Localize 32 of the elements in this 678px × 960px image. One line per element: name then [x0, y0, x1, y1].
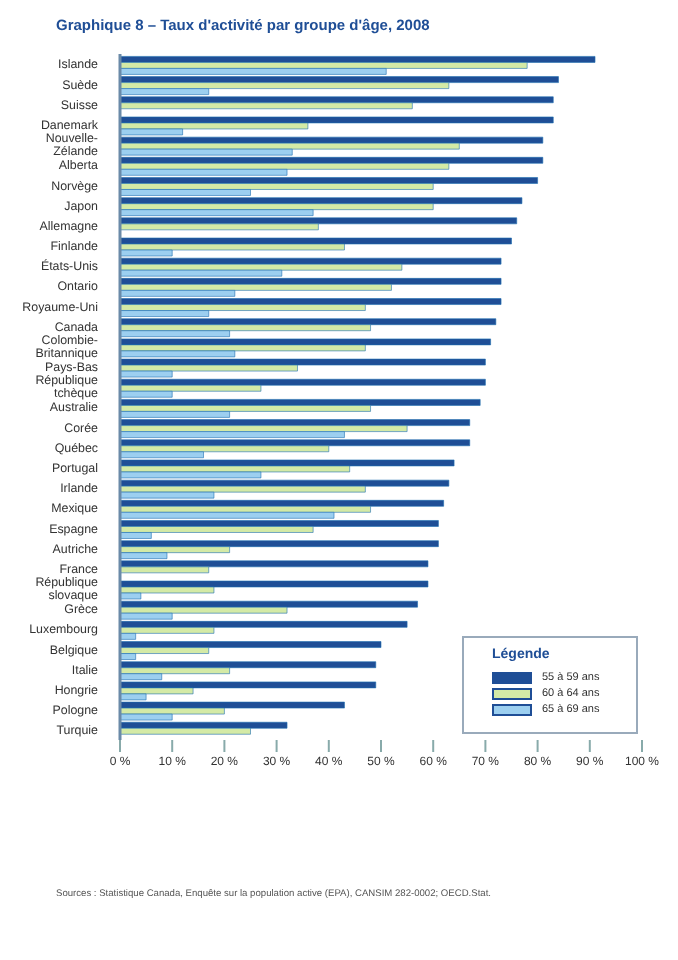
bar: [120, 338, 491, 346]
bar: [120, 217, 518, 225]
bar: [120, 237, 512, 245]
bar: [120, 298, 502, 305]
bar: [120, 479, 450, 487]
bar: [120, 721, 288, 729]
bar: [120, 56, 596, 63]
bar: [120, 419, 471, 426]
bar: [120, 318, 497, 326]
bar: [120, 661, 377, 669]
bar: [120, 600, 418, 608]
bar: [120, 116, 554, 124]
bar: [120, 177, 538, 184]
bar: [120, 358, 486, 366]
bar: [120, 278, 502, 285]
bar: [120, 136, 544, 144]
bar: [120, 520, 439, 527]
bar: [120, 580, 429, 588]
bar: [120, 257, 502, 265]
bar: [120, 540, 439, 547]
bar: [120, 439, 471, 447]
bar: [120, 197, 523, 204]
bar: [120, 641, 382, 648]
bar: [120, 621, 408, 628]
bar: [120, 76, 559, 83]
bar: [120, 378, 486, 386]
bar: [120, 96, 554, 104]
bar: [120, 701, 345, 709]
bar: [120, 560, 429, 568]
bar: [120, 399, 481, 406]
bar: [120, 459, 455, 467]
bar: [120, 681, 377, 689]
